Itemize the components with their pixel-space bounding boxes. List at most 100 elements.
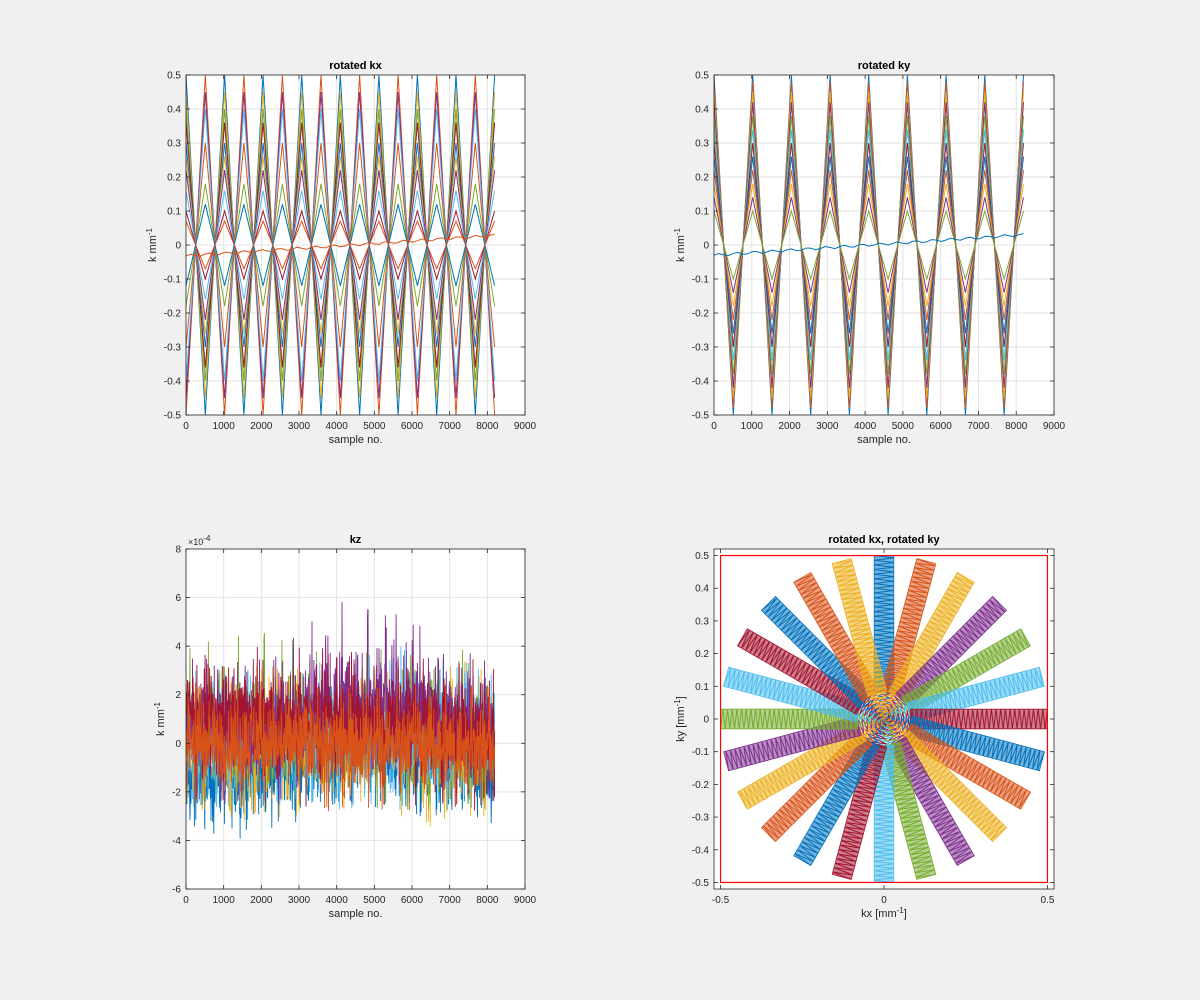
series-group <box>186 601 496 839</box>
y-tick-label: -0.5 <box>692 411 710 422</box>
y-tick-label: -0.4 <box>692 845 710 856</box>
x-tick-label: 0 <box>183 895 189 906</box>
series-line <box>186 190 496 300</box>
series-line <box>186 156 496 334</box>
series-line <box>186 122 496 368</box>
y-tick-label: 0.1 <box>695 207 709 218</box>
y-tick-label: 4 <box>175 642 181 653</box>
x-tick-label: 4000 <box>326 895 349 906</box>
spoke-band <box>831 558 888 697</box>
y-tick-label: -4 <box>172 836 181 847</box>
x-tick-label: 7000 <box>439 421 462 432</box>
y-tick-label: -0.4 <box>164 377 182 388</box>
y-tick-label: -0.2 <box>692 309 710 320</box>
y-axis-label-sup: -1 <box>145 227 154 235</box>
axes-ky: 0 1000 2000 3000 4000 5000 6000 7000 8000 9000 -0.… <box>673 60 1066 446</box>
y-tick-label: -6 <box>172 885 181 896</box>
x-tick-label: 5000 <box>892 421 915 432</box>
y-axis-label-main: k mm <box>675 235 687 262</box>
x-tick-label: 4000 <box>326 421 349 432</box>
series-line <box>714 209 1024 281</box>
y-tick-label: 0.2 <box>695 173 709 184</box>
x-tick-label: 3000 <box>288 895 311 906</box>
y-axis-label-main: k mm <box>155 709 167 736</box>
x-tick-label: 6000 <box>401 421 424 432</box>
y-tick-label: -0.1 <box>692 275 710 286</box>
exponent-label-sup: -4 <box>203 534 211 543</box>
x-axis-label: kx [mm-1] <box>861 906 907 921</box>
series-group <box>186 75 496 415</box>
x-tick-label: 0 <box>711 421 717 432</box>
x-tick-label: 5000 <box>363 895 386 906</box>
x-tick-label: 3000 <box>288 421 311 432</box>
y-axis-label: k mm-1 <box>673 227 688 262</box>
y-tick-label: -2 <box>172 787 181 798</box>
x-tick-label: 0.5 <box>1041 895 1055 906</box>
x-axis-label-main: kx [mm <box>861 908 896 920</box>
y-tick-label: 6 <box>175 593 181 604</box>
x-tick-label: 1000 <box>741 421 764 432</box>
chart-title: rotated ky <box>858 60 911 72</box>
y-tick-label: 0.5 <box>167 71 181 82</box>
y-tick-label: 0 <box>703 241 709 252</box>
x-tick-label: 3000 <box>816 421 839 432</box>
exponent-label: ×10-4 <box>188 534 211 548</box>
x-tick-label: 2000 <box>250 895 273 906</box>
x-tick-label: -0.5 <box>712 895 730 906</box>
y-axis-label: k mm-1 <box>153 701 168 736</box>
y-tick-label: 0.1 <box>167 207 181 218</box>
series-group <box>714 75 1024 415</box>
x-tick-label: 8000 <box>476 895 499 906</box>
y-tick-label: -0.3 <box>692 343 710 354</box>
y-tick-label: 0.3 <box>167 139 181 150</box>
exponent-label-main: ×10 <box>188 537 203 547</box>
x-tick-label: 2000 <box>250 421 273 432</box>
series-line <box>186 209 496 281</box>
series-line <box>714 156 1024 334</box>
y-tick-label: 0.1 <box>695 682 709 693</box>
x-axis-label: sample no. <box>329 908 383 920</box>
boundary-box <box>719 554 1049 884</box>
y-tick-label: 0 <box>175 241 181 252</box>
series-line <box>714 170 1024 320</box>
y-tick-label: 0.2 <box>167 173 181 184</box>
y-tick-label: 0 <box>703 715 709 726</box>
y-tick-label: 0.4 <box>695 584 709 595</box>
chart-title: rotated kx <box>329 60 382 72</box>
x-axis-label: sample no. <box>329 434 383 446</box>
y-tick-label: -0.2 <box>692 780 710 791</box>
x-tick-label: 8000 <box>476 421 499 432</box>
chart-title: kz <box>350 534 362 546</box>
y-tick-label: -0.5 <box>692 878 710 889</box>
y-tick-label: 2 <box>175 690 181 701</box>
y-tick-label: -0.2 <box>164 309 182 320</box>
series-line <box>186 170 496 320</box>
y-tick-label: 0.4 <box>695 105 709 116</box>
series-line <box>186 183 496 307</box>
x-tick-label: 6000 <box>930 421 953 432</box>
series-line <box>714 183 1024 307</box>
x-tick-label: 0 <box>183 421 189 432</box>
y-tick-label: -0.4 <box>692 377 710 388</box>
y-axis-label-main: ky [mm <box>675 706 687 741</box>
axes-kxky: -0.5 0 0.5 -0.5 -0.4 -0.3 -0.2 -0.1 0 0.1 0.2 0.3 0.… <box>673 534 1055 920</box>
y-tick-label: 8 <box>175 545 181 556</box>
x-tick-label: 9000 <box>514 421 537 432</box>
series-line <box>186 204 496 286</box>
x-tick-label: 7000 <box>967 421 990 432</box>
y-axis-label-end: ] <box>675 696 687 699</box>
series-line <box>186 108 496 382</box>
series-line <box>714 197 1024 293</box>
chart-title: rotated kx, rotated ky <box>828 534 940 546</box>
series-line <box>186 142 496 348</box>
y-tick-label: 0.3 <box>695 616 709 627</box>
axes-frame <box>185 548 526 890</box>
axes-kx: 0 1000 2000 3000 4000 5000 6000 7000 8000 9000 -0.… <box>145 60 537 446</box>
x-tick-label: 9000 <box>514 895 537 906</box>
y-tick-label: 0.5 <box>695 551 709 562</box>
y-tick-label: 0.4 <box>167 105 181 116</box>
x-tick-label: 1000 <box>213 421 236 432</box>
x-tick-label: 7000 <box>439 895 462 906</box>
x-tick-label: 1000 <box>213 895 236 906</box>
y-tick-label: -0.3 <box>164 343 182 354</box>
